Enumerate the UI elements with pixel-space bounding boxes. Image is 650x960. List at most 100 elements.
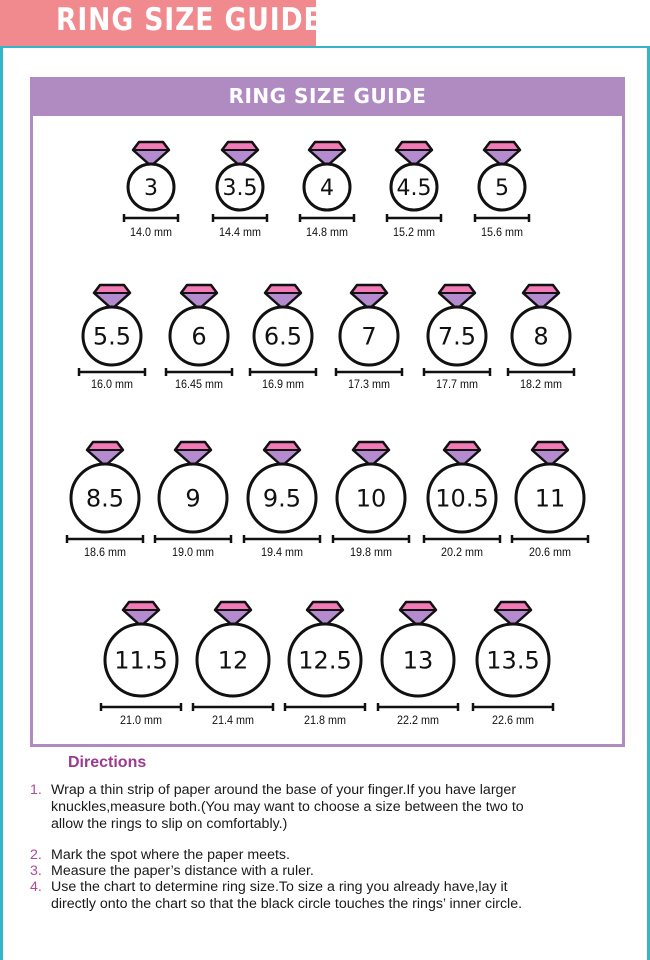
ring-circle [157,462,229,534]
step-number: 4. [30,879,42,895]
gem-top-icon [400,602,436,610]
ring-circle [426,305,488,367]
gem-bottom-icon [444,450,480,466]
step-number: 3. [30,863,42,879]
ring-size-label: 12.5 [298,647,351,675]
diameter-mm-label: 15.2 mm [393,227,435,240]
ring-size-label: 3.5 [223,176,258,201]
gem-bottom-icon [532,450,568,466]
ring-size-label: 10 [356,485,387,513]
ring-size-label: 9.5 [263,485,301,513]
gem-top-icon [495,602,531,610]
ring-size-label: 5.5 [93,323,131,351]
gem-bottom-icon [222,150,258,166]
gem-top-icon [439,285,475,293]
gem-bottom-icon [353,450,389,466]
step-text: Mark the spot where the paper meets. [51,847,290,863]
ring-size-label: 11.5 [114,647,167,675]
gem-top-icon [353,442,389,450]
diameter-mm-label: 22.2 mm [397,715,439,728]
gem-top-icon [444,442,480,450]
gem-top-icon [133,142,169,150]
step-text: allow the rings to slip on comfortably.) [51,816,288,832]
ring-circle [252,305,314,367]
step-text: Measure the paper’s distance with a rule… [51,863,314,879]
ring-circle [475,622,551,698]
gem-bottom-icon [181,293,217,309]
step-number: 1. [30,782,42,798]
gem-top-icon [523,285,559,293]
diameter-mm-label: 14.0 mm [130,227,172,240]
ring-size-label: 7 [361,323,376,351]
ring-circle [477,162,527,212]
gem-bottom-icon [133,150,169,166]
step-text: Wrap a thin strip of paper around the ba… [51,782,517,798]
ring-circle [380,622,456,698]
diameter-mm-label: 19.4 mm [261,547,303,560]
ring-circle [215,162,265,212]
ring-size-label: 9 [185,485,200,513]
ring-circle [338,305,400,367]
gem-bottom-icon [215,610,251,626]
diameter-mm-label: 16.9 mm [262,379,304,392]
diameter-mm-label: 21.0 mm [120,715,162,728]
gem-top-icon [307,602,343,610]
gem-bottom-icon [307,610,343,626]
ring-circle [126,162,176,212]
banner-title: RING SIZE GUIDE [56,2,323,38]
page-frame [0,46,650,960]
ring-size-label: 6.5 [264,323,302,351]
ring-circle [510,305,572,367]
ring-circle [168,305,230,367]
gem-bottom-icon [351,293,387,309]
gem-bottom-icon [94,293,130,309]
ring-circle [302,162,352,212]
ring-circle [335,462,407,534]
gem-top-icon [396,142,432,150]
diameter-mm-label: 19.0 mm [172,547,214,560]
diameter-mm-label: 15.6 mm [481,227,523,240]
gem-top-icon [222,142,258,150]
ring-size-label: 10.5 [435,485,488,513]
gem-bottom-icon [309,150,345,166]
directions-title: Directions [68,754,147,771]
ring-size-label: 4.5 [397,176,432,201]
ring-size-label: 8.5 [86,485,124,513]
ring-size-label: 11 [535,485,566,513]
gem-top-icon [175,442,211,450]
ring-circle [426,462,498,534]
diameter-mm-label: 20.2 mm [441,547,483,560]
ring-circle [389,162,439,212]
diameter-mm-label: 20.6 mm [529,547,571,560]
gem-top-icon [484,142,520,150]
gem-top-icon [123,602,159,610]
gem-top-icon [94,285,130,293]
diameter-mm-label: 18.2 mm [520,379,562,392]
step-text: directly onto the chart so that the blac… [51,896,523,912]
gem-top-icon [264,442,300,450]
top-banner: RING SIZE GUIDE [0,0,322,46]
ring-size-label: 7.5 [438,323,476,351]
ring-size-label: 8 [533,323,548,351]
diameter-mm-label: 22.6 mm [492,715,534,728]
ring-size-label: 4 [320,176,334,201]
ring-size-label: 12 [218,647,249,675]
gem-top-icon [87,442,123,450]
diameter-mm-label: 17.3 mm [348,379,390,392]
ring-size-label: 13 [403,647,434,675]
ring-size-label: 3 [144,176,158,201]
diameter-mm-label: 16.0 mm [91,379,133,392]
step-text: knuckles,measure both.(You may want to c… [51,799,524,815]
ring-size-label: 13.5 [486,647,539,675]
gem-bottom-icon [396,150,432,166]
gem-bottom-icon [87,450,123,466]
gem-top-icon [532,442,568,450]
diameter-mm-label: 21.4 mm [212,715,254,728]
diameter-mm-label: 19.8 mm [350,547,392,560]
ring-circle [246,462,318,534]
step-number: 2. [30,847,42,863]
ring-circle [103,622,179,698]
ring-circle [195,622,271,698]
step-text: Use the chart to determine ring size.To … [51,879,508,895]
